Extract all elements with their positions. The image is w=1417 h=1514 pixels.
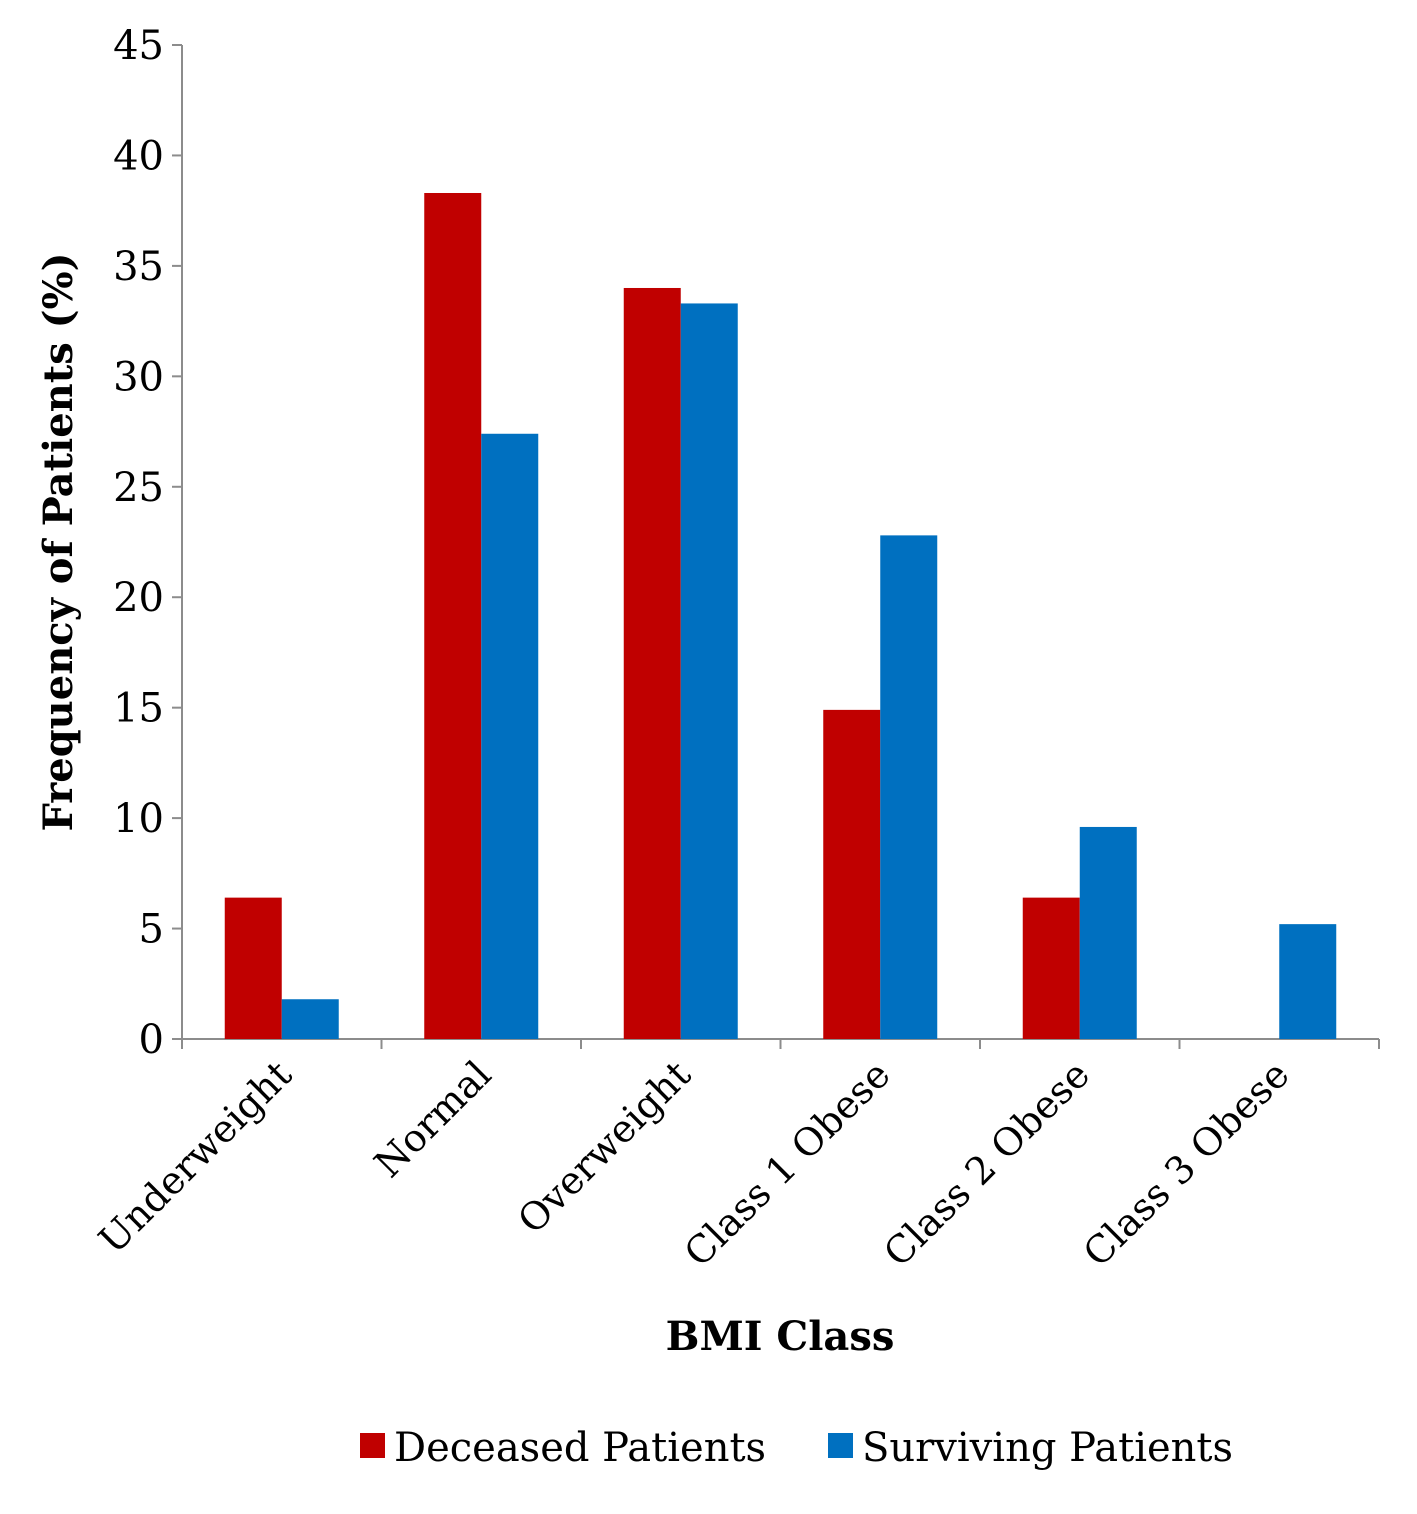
y-axis: 0 5 10 15 20 25 30 35 40 45: [113, 23, 183, 1063]
bar-deceased: [623, 287, 681, 1039]
y-tick-label: 15: [113, 686, 164, 732]
legend: Deceased Patients Surviving Patients: [360, 1425, 1233, 1471]
y-axis-title: Frequency of Patients (%): [35, 252, 82, 831]
x-category-label: Normal: [366, 1052, 500, 1186]
bar-surviving: [1079, 826, 1137, 1039]
legend-swatch: [360, 1433, 385, 1458]
x-category-label: Class 2 Obese: [875, 1052, 1098, 1275]
y-tick-label: 40: [113, 133, 164, 179]
x-category-label: Class 1 Obese: [676, 1052, 899, 1275]
x-category-label: Overweight: [509, 1052, 699, 1242]
legend-label: Deceased Patients: [394, 1425, 766, 1471]
bar-surviving: [1279, 924, 1337, 1039]
y-tick-label: 20: [113, 575, 164, 621]
bar-surviving: [680, 303, 738, 1039]
y-tick-label: 45: [113, 23, 164, 69]
bar-deceased: [424, 192, 482, 1040]
y-tick-label: 0: [139, 1017, 164, 1063]
x-axis: [181, 1038, 1380, 1049]
y-tick-label: 5: [139, 907, 164, 953]
y-tick-label: 25: [113, 465, 164, 511]
bar-deceased: [1022, 897, 1080, 1039]
bar-surviving: [880, 535, 938, 1039]
y-tick-label: 30: [113, 354, 164, 400]
legend-swatch: [828, 1433, 853, 1458]
x-category-label: Underweight: [90, 1052, 300, 1262]
bar-deceased: [224, 897, 282, 1039]
x-category-label: Class 3 Obese: [1075, 1052, 1298, 1275]
bar-surviving: [281, 999, 339, 1039]
y-tick-label: 35: [113, 244, 164, 290]
bar-surviving: [481, 433, 539, 1040]
bar-deceased: [823, 709, 881, 1039]
x-axis-title: BMI Class: [666, 1313, 895, 1360]
legend-label: Surviving Patients: [862, 1425, 1233, 1471]
y-tick-label: 10: [113, 796, 164, 842]
bars: [224, 192, 1337, 1040]
